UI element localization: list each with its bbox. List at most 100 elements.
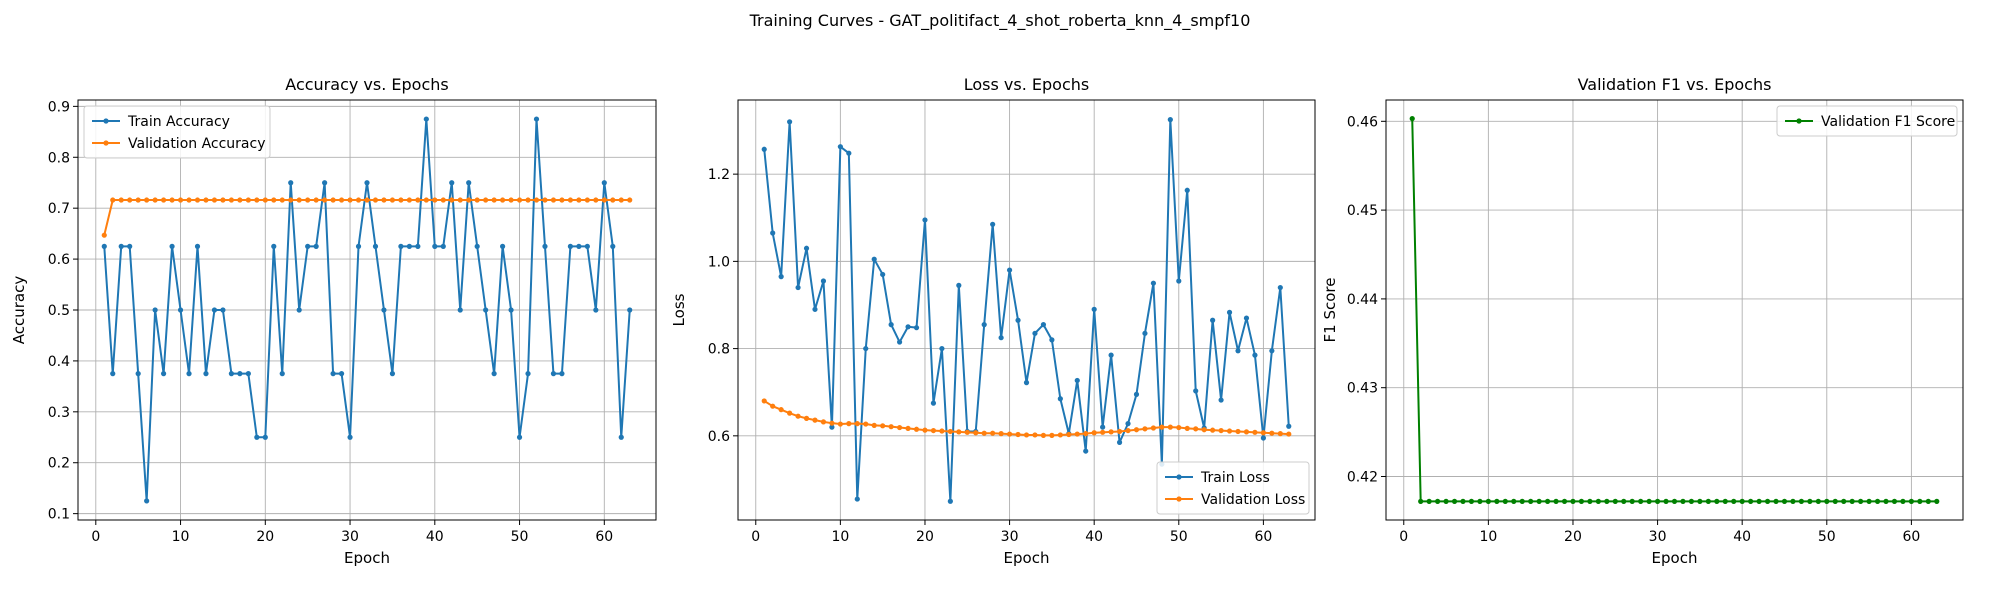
- data-point: [1807, 498, 1813, 504]
- data-point: [1739, 498, 1745, 504]
- data-point: [313, 243, 319, 249]
- data-point: [1697, 498, 1703, 504]
- data-point: [389, 371, 396, 377]
- data-point: [1159, 424, 1165, 430]
- data-point: [829, 424, 835, 430]
- legend-label: Train Accuracy: [127, 114, 230, 130]
- data-point: [1781, 498, 1788, 504]
- data-point: [829, 420, 835, 426]
- x-tick-label: 50: [1170, 529, 1188, 545]
- y-tick-label: 0.7: [48, 201, 70, 217]
- data-point: [211, 197, 218, 203]
- x-tick-label: 50: [511, 529, 529, 545]
- y-tick-label: 0.6: [48, 252, 70, 268]
- legend-box: [83, 105, 271, 159]
- data-point: [1201, 427, 1207, 433]
- data-point: [567, 243, 574, 249]
- data-point: [415, 197, 421, 203]
- data-point: [372, 197, 379, 203]
- data-point: [1790, 498, 1796, 504]
- data-point: [871, 256, 877, 262]
- data-point: [271, 197, 277, 203]
- data-point: [1260, 435, 1266, 441]
- loss-chart-title: Loss vs. Epochs: [964, 75, 1089, 94]
- y-tick-label: 1.2: [708, 167, 730, 183]
- data-point: [432, 197, 438, 203]
- data-point: [483, 307, 489, 313]
- data-point: [1100, 424, 1106, 430]
- data-point: [500, 243, 506, 249]
- legend-swatch-marker: [1176, 474, 1182, 480]
- data-point: [896, 424, 903, 431]
- data-point: [1125, 421, 1131, 427]
- accuracy-chart-title: Accuracy vs. Epochs: [285, 75, 448, 94]
- data-point: [1544, 498, 1551, 504]
- data-point: [101, 243, 107, 249]
- data-point: [228, 197, 234, 203]
- data-point: [913, 426, 920, 432]
- accuracy-chart: 0 10 20 30 40 50 60 0.1 0.2 0.3 0.4 0.5 0.6 0.7 0.8 0.9…: [10, 75, 657, 567]
- data-point: [313, 197, 319, 203]
- data-point: [888, 322, 894, 328]
- data-point: [1908, 498, 1914, 504]
- data-point: [135, 197, 141, 203]
- data-point: [1116, 439, 1123, 445]
- data-point: [939, 345, 945, 352]
- f1-chart: 0 10 20 30 40 50 60 0.42 0.43 0.44 0.45 0.46 Validat…: [1321, 75, 1964, 567]
- data-point: [1570, 498, 1576, 504]
- loss-chart: 0 10 20 30 40 50 60 0.6 0.8 1.0 1.2 Loss vs. Epochs…: [670, 75, 1316, 567]
- data-point: [1874, 498, 1881, 504]
- y-tick-label: 0.9: [48, 99, 70, 115]
- x-tick-label: 60: [1902, 529, 1920, 545]
- data-point: [1917, 498, 1923, 504]
- data-point: [787, 410, 793, 416]
- data-point: [601, 180, 607, 186]
- data-point: [1815, 498, 1821, 504]
- data-point: [1443, 498, 1449, 504]
- data-point: [1604, 498, 1610, 504]
- data-point: [406, 243, 412, 249]
- data-point: [803, 415, 810, 421]
- data-point: [118, 243, 124, 249]
- data-point: [1536, 498, 1542, 504]
- data-point: [1167, 424, 1173, 430]
- data-point: [1638, 498, 1644, 504]
- data-point: [1468, 498, 1475, 504]
- data-point: [627, 307, 633, 313]
- data-point: [533, 197, 540, 203]
- data-point: [516, 197, 523, 203]
- data-point: [1824, 498, 1830, 504]
- data-point: [288, 180, 294, 186]
- data-point: [194, 243, 201, 249]
- data-point: [1654, 498, 1661, 504]
- data-point: [508, 307, 514, 313]
- data-point: [474, 243, 480, 249]
- data-point: [533, 116, 540, 122]
- data-point: [559, 197, 565, 203]
- legend-swatch-marker: [103, 118, 109, 124]
- data-point: [1006, 267, 1013, 273]
- data-point: [778, 407, 784, 413]
- data-point: [466, 197, 472, 203]
- data-point: [440, 197, 446, 203]
- data-point: [1671, 498, 1678, 504]
- data-point: [186, 371, 192, 377]
- legend-label: Train Loss: [1200, 470, 1270, 486]
- data-point: [1184, 425, 1190, 432]
- data-point: [160, 371, 167, 377]
- x-tick-label: 30: [1649, 529, 1667, 545]
- data-point: [610, 197, 616, 203]
- data-point: [627, 197, 633, 203]
- data-point: [981, 322, 987, 328]
- data-point: [1049, 337, 1055, 343]
- data-point: [1226, 309, 1233, 315]
- y-tick-label: 0.3: [48, 405, 70, 421]
- data-point: [610, 243, 616, 249]
- data-point: [795, 284, 801, 291]
- data-point: [1748, 498, 1754, 504]
- data-point: [118, 197, 124, 203]
- data-point: [812, 417, 818, 423]
- x-tick-label: 60: [1254, 529, 1272, 545]
- accuracy-series-1: [101, 197, 633, 238]
- data-point: [1193, 388, 1199, 394]
